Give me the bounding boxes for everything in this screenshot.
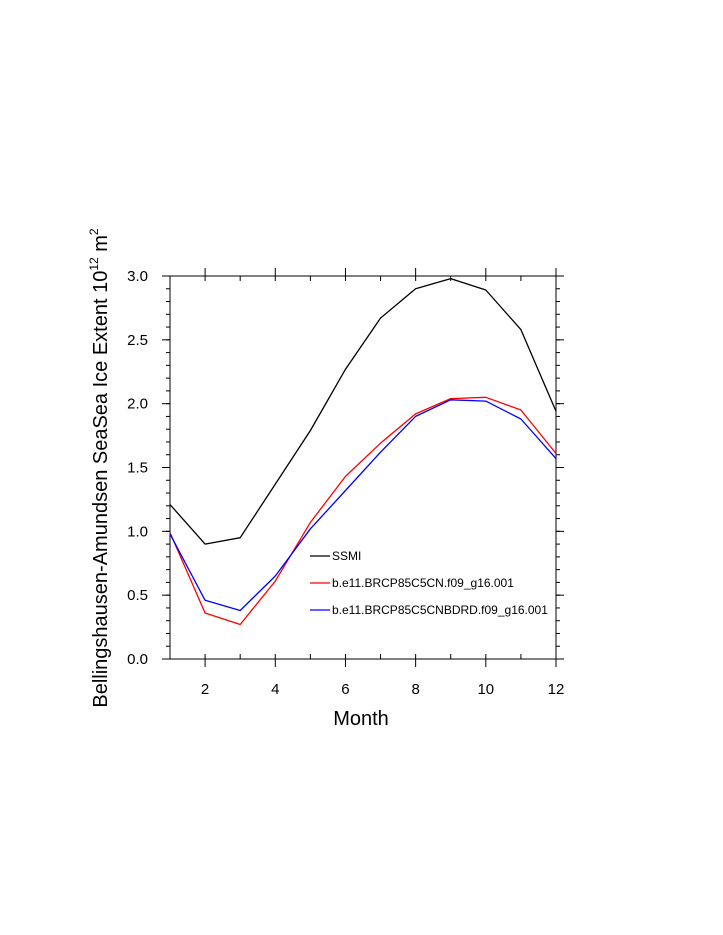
x-tick-label: 2 — [201, 681, 209, 698]
y-tick-label: 2.0 — [127, 396, 148, 413]
y-tick-label: 1.0 — [127, 523, 148, 540]
y-axis-title-main: Bellingshausen-Amundsen SeaSea Ice Exten… — [90, 271, 112, 708]
y-axis-title-unit: m — [90, 235, 112, 257]
series-line — [169, 277, 557, 545]
x-tick-label: 10 — [477, 681, 494, 698]
x-tick-label: 6 — [341, 681, 349, 698]
x-tick-labels: 2 4 6 8 10 12 — [201, 681, 564, 698]
legend-label: SSMI — [332, 549, 361, 563]
x-tick-label: 4 — [271, 681, 279, 698]
y-tick-labels: 0.0 0.5 1.0 1.5 2.0 2.5 3.0 — [127, 268, 148, 668]
y-tick-label: 1.5 — [127, 460, 148, 477]
series-line — [169, 396, 557, 626]
series-line — [169, 399, 557, 612]
plot-frame — [169, 275, 557, 660]
series-lines — [169, 277, 557, 626]
legend: SSMI b.e11.BRCP85C5CN.f09_g16.001 b.e11.BR… — [310, 549, 548, 617]
y-tick-label: 0.0 — [127, 651, 148, 668]
x-tick-label: 12 — [548, 681, 565, 698]
y-axis-title: Bellingshausen-Amundsen SeaSea Ice Exten… — [87, 228, 112, 708]
minor-ticks — [166, 275, 560, 660]
y-axis-title-unit-exponent: 2 — [87, 228, 101, 235]
y-tick-label: 3.0 — [127, 268, 148, 285]
legend-label: b.e11.BRCP85C5CN.f09_g16.001 — [332, 576, 514, 590]
y-tick-label: 0.5 — [127, 587, 148, 604]
x-axis-title: Month — [333, 708, 389, 730]
y-axis-title-exponent: 12 — [87, 257, 101, 271]
legend-label: b.e11.BRCP85C5CNBDRD.f09_g16.001 — [332, 603, 548, 617]
y-tick-label: 2.5 — [127, 332, 148, 349]
major-ticks — [162, 268, 564, 667]
x-tick-label: 8 — [411, 681, 419, 698]
